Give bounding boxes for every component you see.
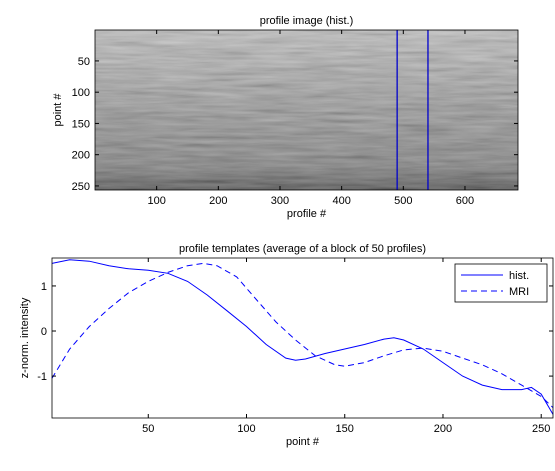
- legend-label: hist.: [509, 270, 529, 282]
- x-axis-label: point #: [286, 436, 320, 448]
- series-line: [51, 262, 554, 408]
- x-tick-label: 200: [434, 423, 452, 435]
- image-texture: [95, 30, 518, 190]
- y-tick-label: 250: [72, 181, 90, 193]
- y-tick-label: 50: [78, 56, 90, 68]
- y-tick-label: 200: [72, 150, 90, 162]
- lines: [51, 259, 554, 415]
- y-tick-label: 150: [72, 118, 90, 130]
- axes-frame: [51, 257, 554, 419]
- y-tick-label: 100: [72, 87, 90, 99]
- chart-title: profile image (hist.): [260, 15, 354, 27]
- x-tick-label: 300: [271, 195, 289, 207]
- x-tick-label: 250: [532, 423, 550, 435]
- x-tick-label: 600: [456, 195, 474, 207]
- y-axis-label: point #: [52, 93, 64, 127]
- chart-title: profile templates (average of a block of…: [179, 243, 426, 255]
- axes-frame: [94, 29, 519, 191]
- legend-label: MRI: [509, 286, 529, 298]
- x-tick-label: 50: [142, 423, 154, 435]
- legend-box: [454, 263, 548, 303]
- x-axis-label: profile #: [287, 208, 327, 220]
- y-tick-label: 1: [41, 281, 47, 293]
- x-tick-label: 100: [147, 195, 165, 207]
- y-tick-label: -1: [37, 371, 47, 383]
- x-tick-label: 400: [332, 195, 350, 207]
- x-tick-label: 150: [336, 423, 354, 435]
- y-tick-label: 0: [41, 326, 47, 338]
- x-tick-label: 500: [394, 195, 412, 207]
- x-tick-label: 200: [209, 195, 227, 207]
- x-tick-label: 100: [237, 423, 255, 435]
- y-axis-label: z-norm. intensity: [19, 297, 31, 378]
